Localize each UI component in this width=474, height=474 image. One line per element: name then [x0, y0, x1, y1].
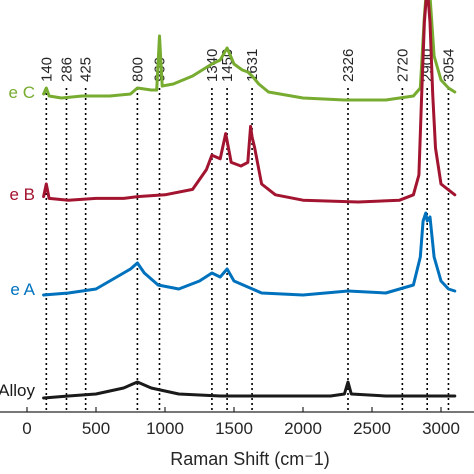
x-tick-label: 500: [82, 419, 110, 438]
x-tick-label: 1000: [146, 419, 184, 438]
series-label: e A: [10, 280, 35, 299]
series-label: e B: [9, 185, 35, 204]
peak-label: 2326: [340, 49, 357, 82]
x-axis: 0 500 1000 1500 2000 2500 3000: [0, 407, 474, 438]
peak-label: 286: [58, 57, 75, 82]
peak-label: 800: [129, 57, 146, 82]
series-line: [42, 380, 457, 400]
peak-label: 425: [78, 57, 95, 82]
x-tick-label: 2500: [353, 419, 391, 438]
x-tick-label: 2000: [284, 419, 322, 438]
x-tick-label: 0: [22, 419, 31, 438]
series-label: e C: [9, 83, 35, 102]
series-line: [42, 211, 457, 297]
peak-label: 3054: [440, 49, 457, 82]
x-tick-label: 1500: [215, 419, 253, 438]
peak-label: 140: [38, 57, 55, 82]
peak-label: 2720: [394, 49, 411, 82]
x-axis-title: Raman Shift (cm⁻1): [170, 449, 330, 469]
series-line: [42, 0, 457, 204]
series-group: e C e B e A Alloy: [0, 0, 457, 400]
x-tick-label: 3000: [422, 419, 460, 438]
series-label: Alloy: [0, 381, 35, 400]
